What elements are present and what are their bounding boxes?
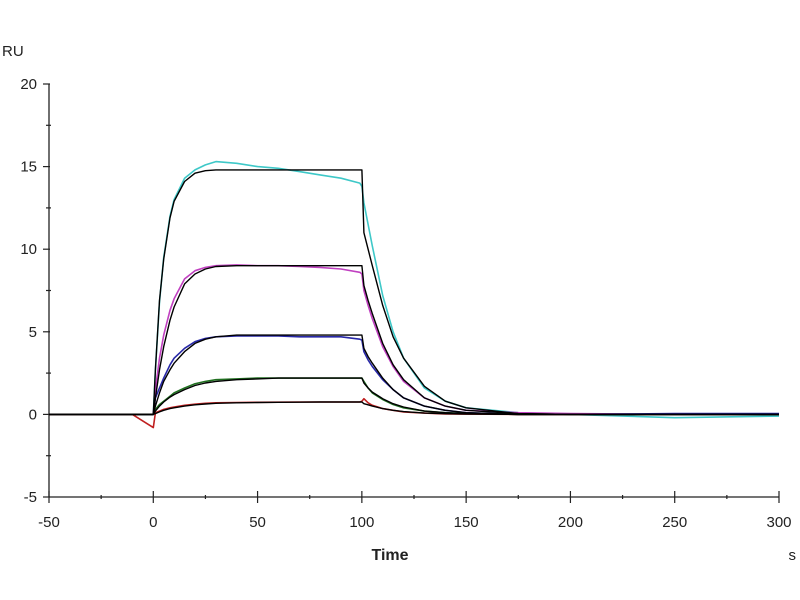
y-tick-label: 20 — [20, 76, 37, 93]
fit-curve-5 — [49, 169, 779, 416]
y-tick-label: 10 — [20, 241, 37, 258]
fit-curve-8 — [49, 377, 779, 416]
y-tick-label: 0 — [29, 406, 37, 423]
fit-curve-6 — [49, 265, 779, 416]
y-tick-label: 15 — [20, 159, 37, 176]
x-tick-label: 200 — [558, 514, 583, 531]
x-tick-label: 100 — [349, 514, 374, 531]
x-axis-label: Time — [371, 547, 408, 564]
y-tick-label: -5 — [24, 489, 37, 506]
x-tick-label: 0 — [149, 514, 157, 531]
fit-curve-9 — [49, 401, 779, 416]
fit-curve-7 — [49, 334, 779, 416]
x-tick-label: 250 — [662, 514, 687, 531]
x-tick-label: 300 — [766, 514, 791, 531]
series-group — [49, 160, 780, 429]
x-tick-label: 150 — [454, 514, 479, 531]
x-axis-unit: s — [789, 547, 797, 564]
y-tick-label: 5 — [29, 324, 37, 341]
y-axis-label: RU — [2, 43, 24, 60]
x-tick-label: 50 — [249, 514, 266, 531]
x-tick-label: -50 — [38, 514, 60, 531]
